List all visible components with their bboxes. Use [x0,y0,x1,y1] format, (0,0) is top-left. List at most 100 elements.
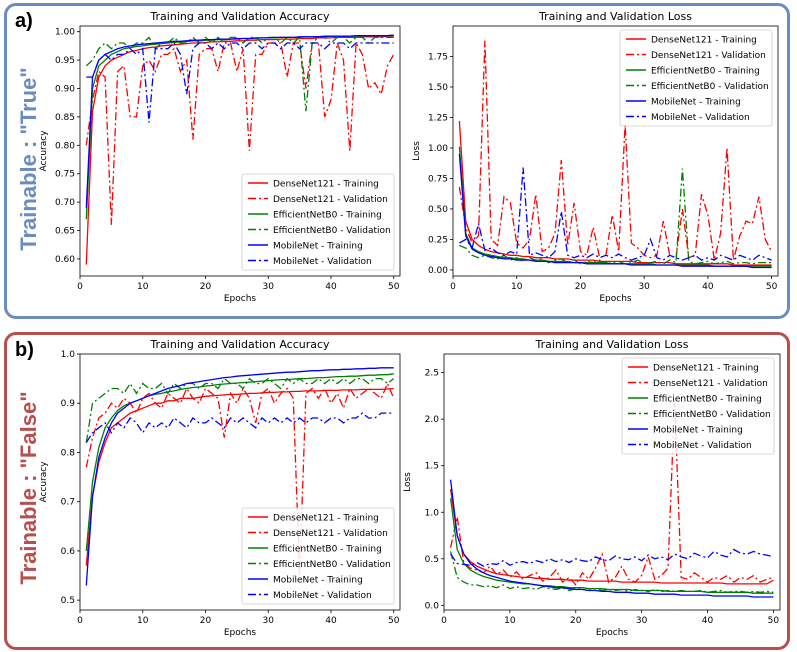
x-tick-label-b-loss: 20 [570,616,582,626]
legend-label-a-loss: MobileNet - Validation [651,113,750,123]
y-tick-label-a-acc: 0.60 [55,255,75,265]
legend-box-b-loss [621,357,775,455]
series-line-b-acc-3 [85,377,395,443]
x-tick-label-a-loss: 50 [766,282,778,292]
legend-label-a-loss: EfficientNetB0 - Training [651,67,760,77]
y-tick-label-b-loss: 2.0 [425,415,440,425]
y-tick-label-a-loss: 0.25 [428,235,448,245]
y-tick-label-a-loss: 1.00 [428,144,448,154]
y-tick-label-b-loss: 0.5 [425,555,439,565]
x-tick-label-b-acc: 20 [200,616,212,626]
legend-label-a-acc: EfficientNetB0 - Training [273,211,382,221]
x-tick-label-a-acc: 0 [77,282,83,292]
legend-label-b-loss: MobileNet - Validation [653,441,752,451]
x-tick-label-b-loss: 0 [441,616,447,626]
y-tick-label-a-acc: 0.70 [55,198,75,208]
x-tick-label-b-acc: 40 [325,616,337,626]
y-tick-label-a-acc: 0.90 [55,85,75,95]
y-tick-label-b-acc: 0.5 [61,596,75,606]
x-tick-label-b-acc: 30 [263,616,275,626]
series-line-a-loss-1 [458,40,773,261]
x-axis-label-a-acc: Epochs [224,294,257,304]
y-tick-label-b-loss: 1.5 [425,462,439,472]
x-tick-label-a-loss: 20 [575,282,587,292]
y-tick-label-a-acc: 0.95 [55,56,75,66]
y-axis-label-b-loss: Loss [403,472,413,492]
panel-trainable-false: b) Trainable : "False" [4,332,790,650]
x-tick-label-b-loss: 10 [504,616,516,626]
series-line-b-loss-0 [449,488,774,585]
chart-title-a-loss: Training and Validation Loss [538,10,692,23]
legend-label-b-acc: DenseNet121 - Validation [273,529,388,539]
y-axis-label-b-acc: Accuracy [39,461,49,503]
x-tick-label-b-loss: 50 [768,616,780,626]
legend-label-b-acc: EfficientNetB0 - Training [273,545,382,555]
y-axis-label-a-acc: Accuracy [39,130,49,172]
y-tick-label-b-acc: 0.6 [61,547,76,557]
x-tick-label-b-acc: 50 [388,616,400,626]
legend-label-a-loss: DenseNet121 - Validation [651,51,766,61]
legend-label-a-acc: MobileNet - Training [273,242,363,252]
y-tick-label-b-acc: 1.0 [61,350,76,360]
legend-box-b-acc [241,507,395,605]
y-tick-label-a-acc: 0.80 [55,141,75,151]
series-line-b-acc-1 [85,381,395,576]
legend-label-a-acc: MobileNet - Validation [273,257,372,267]
chart-title-b-acc: Training and Validation Accuracy [149,338,330,351]
legend-label-b-acc: MobileNet - Training [273,576,363,586]
x-tick-label-a-acc: 20 [200,282,212,292]
chart-title-a-acc: Training and Validation Accuracy [149,10,330,23]
y-axis-label-a-loss: Loss [412,141,422,161]
series-line-a-loss-4 [458,153,772,269]
legend-label-b-loss: EfficientNetB0 - Training [653,395,762,405]
y-tick-label-a-loss: 1.25 [428,113,448,123]
x-tick-label-a-acc: 30 [263,282,275,292]
y-tick-label-a-acc: 0.65 [55,227,75,237]
x-tick-label-a-acc: 40 [325,282,337,292]
x-tick-label-a-loss: 10 [511,282,523,292]
x-tick-label-b-acc: 10 [137,616,149,626]
y-tick-label-b-loss: 0.0 [425,601,440,611]
x-tick-label-a-acc: 50 [388,282,400,292]
legend-label-a-loss: MobileNet - Training [651,98,741,108]
y-tick-label-b-acc: 0.7 [61,498,75,508]
y-tick-label-a-acc: 0.85 [55,113,75,123]
x-tick-label-b-loss: 40 [702,616,714,626]
x-axis-label-b-acc: Epochs [224,628,257,638]
legend-label-b-acc: MobileNet - Validation [273,591,372,601]
series-line-b-loss-4 [449,479,774,598]
series-line-a-loss-0 [458,121,772,266]
y-tick-label-a-loss: 0.50 [428,205,448,215]
y-tick-label-b-acc: 0.9 [61,399,76,409]
x-tick-label-b-loss: 30 [636,616,648,626]
legend-label-b-acc: DenseNet121 - Training [273,514,379,524]
legend-box-a-loss [619,29,773,127]
legend-label-b-loss: DenseNet121 - Validation [653,379,768,389]
panel-label-a: a) [15,10,33,32]
series-line-b-loss-1 [449,400,774,587]
x-tick-label-a-loss: 0 [450,282,456,292]
series-line-a-loss-5 [459,167,772,261]
series-line-a-acc-5 [86,41,394,123]
legend-label-a-acc: EfficientNetB0 - Validation [273,226,391,236]
series-line-b-acc-5 [85,412,394,443]
x-axis-label-b-loss: Epochs [596,628,629,638]
series-line-b-loss-2 [449,498,774,594]
y-tick-label-b-loss: 1.0 [425,508,440,518]
legend-label-a-loss: EfficientNetB0 - Validation [651,82,769,92]
x-tick-label-b-acc: 0 [77,616,83,626]
y-tick-label-a-loss: 0.00 [428,266,448,276]
legend-label-b-acc: EfficientNetB0 - Validation [273,560,391,570]
chart-title-b-loss: Training and Validation Loss [534,338,688,351]
y-tick-label-a-acc: 0.75 [55,170,75,180]
series-line-a-acc-3 [85,36,394,112]
y-tick-label-a-loss: 0.75 [428,174,448,184]
panel-label-b: b) [15,339,34,361]
y-tick-label-a-loss: 1.75 [428,52,448,62]
legend-label-a-acc: DenseNet121 - Validation [273,195,388,205]
legend-label-a-acc: DenseNet121 - Training [273,180,379,190]
x-axis-label-a-loss: Epochs [599,294,632,304]
y-tick-label-a-loss: 1.50 [428,83,448,93]
y-tick-label-a-acc: 1.00 [55,28,75,38]
